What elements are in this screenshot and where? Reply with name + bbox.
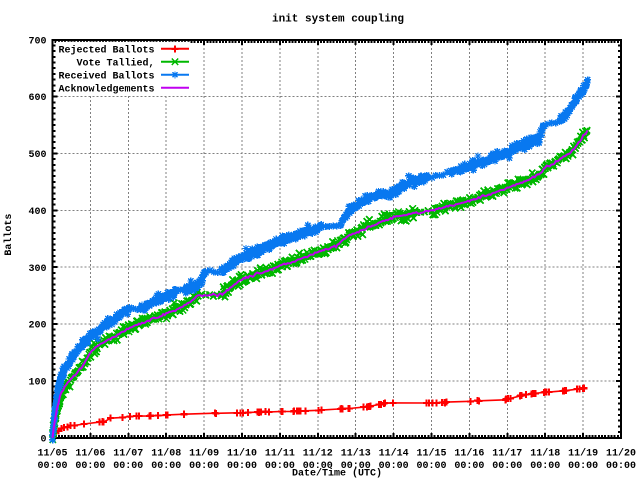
- svg-text:00:00: 00:00: [454, 461, 484, 472]
- svg-text:11/13: 11/13: [341, 448, 371, 460]
- svg-text:11/14: 11/14: [379, 448, 409, 460]
- svg-text:00:00: 00:00: [341, 461, 371, 472]
- svg-text:Vote Tallied,: Vote Tallied,: [76, 57, 154, 69]
- svg-text:00:00: 00:00: [492, 461, 522, 472]
- svg-text:00:00: 00:00: [75, 461, 105, 472]
- svg-text:00:00: 00:00: [416, 461, 446, 472]
- svg-text:100: 100: [28, 378, 46, 389]
- svg-text:11/17: 11/17: [492, 448, 522, 460]
- svg-text:11/09: 11/09: [189, 448, 219, 460]
- svg-text:11/08: 11/08: [151, 448, 181, 460]
- svg-text:Ballots: Ballots: [3, 214, 15, 256]
- svg-text:00:00: 00:00: [151, 461, 181, 472]
- svg-text:200: 200: [28, 321, 46, 332]
- svg-text:11/12: 11/12: [303, 448, 333, 460]
- svg-text:00:00: 00:00: [606, 461, 636, 472]
- svg-text:11/20: 11/20: [606, 448, 636, 460]
- svg-text:00:00: 00:00: [568, 461, 598, 472]
- svg-text:00:00: 00:00: [303, 461, 333, 472]
- svg-text:init system coupling: init system coupling: [272, 14, 404, 26]
- svg-text:00:00: 00:00: [265, 461, 295, 472]
- svg-text:11/11: 11/11: [265, 448, 295, 460]
- svg-text:500: 500: [28, 150, 46, 161]
- svg-text:300: 300: [28, 264, 46, 275]
- svg-text:00:00: 00:00: [189, 461, 219, 472]
- svg-text:00:00: 00:00: [37, 461, 67, 472]
- svg-text:Date/Time (UTC): Date/Time (UTC): [292, 468, 382, 480]
- svg-text:11/16: 11/16: [454, 448, 484, 460]
- svg-text:11/05: 11/05: [37, 448, 67, 460]
- svg-text:11/10: 11/10: [227, 448, 257, 460]
- svg-text:00:00: 00:00: [227, 461, 257, 472]
- svg-text:11/18: 11/18: [530, 448, 560, 460]
- svg-text:400: 400: [28, 207, 46, 218]
- svg-text:00:00: 00:00: [379, 461, 409, 472]
- svg-text:Received Ballots: Received Ballots: [58, 70, 154, 82]
- svg-text:0: 0: [40, 434, 46, 445]
- svg-text:11/06: 11/06: [75, 448, 105, 460]
- svg-text:Acknowledgements: Acknowledgements: [58, 83, 154, 95]
- svg-text:600: 600: [28, 93, 46, 104]
- svg-text:11/19: 11/19: [568, 448, 598, 460]
- svg-text:00:00: 00:00: [113, 461, 143, 472]
- svg-text:700: 700: [28, 36, 46, 47]
- svg-text:00:00: 00:00: [530, 461, 560, 472]
- svg-text:11/07: 11/07: [113, 448, 143, 460]
- svg-text:Rejected Ballots: Rejected Ballots: [58, 44, 154, 56]
- svg-text:11/15: 11/15: [416, 448, 446, 460]
